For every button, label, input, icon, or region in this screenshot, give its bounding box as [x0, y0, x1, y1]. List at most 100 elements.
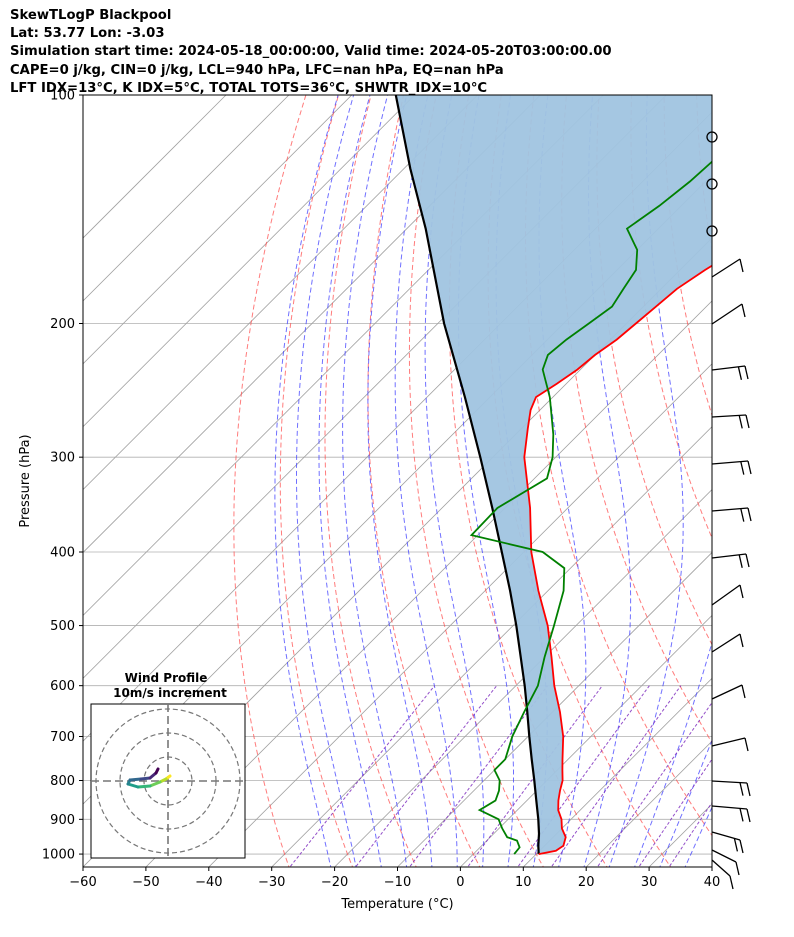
isotherm-line	[83, 95, 415, 428]
inset-title: Wind Profile	[125, 671, 208, 685]
hodograph-segment	[148, 780, 162, 788]
moist-adiabat	[274, 95, 339, 867]
y-tick-label: 200	[50, 317, 75, 332]
wind-barb-flag	[739, 633, 744, 648]
dry-adiabat	[561, 95, 712, 744]
moist-adiabat	[684, 805, 712, 867]
chart-title: SkewTLogP Blackpool	[10, 8, 172, 23]
dry-adiabat	[233, 95, 307, 867]
x-axis-label: Temperature (°C)	[340, 897, 453, 912]
wind-barb-flag	[747, 460, 752, 475]
isotherm-line	[460, 614, 712, 867]
wind-barb	[711, 460, 749, 465]
wind-barb-flag	[744, 365, 749, 380]
wind-barb-flag	[739, 584, 744, 599]
wind-barb	[711, 507, 749, 512]
hodograph-segment	[154, 767, 160, 775]
y-tick-label: 300	[50, 451, 75, 466]
isotherm-line	[271, 426, 712, 867]
y-tick-label: 800	[50, 774, 75, 789]
y-tick-label: 1000	[42, 848, 75, 863]
y-axis-label: Pressure (hPa)	[18, 434, 33, 527]
wind-barb-flag	[729, 875, 734, 890]
index-line: LFT IDX=13°C, K IDX=5°C, TOTAL TOTS=36°C…	[10, 80, 488, 96]
isotherm-line	[145, 300, 712, 867]
dry-adiabat	[448, 95, 608, 867]
wind-barb	[711, 553, 747, 559]
isotherm-line	[83, 95, 353, 365]
moist-adiabat	[458, 95, 514, 867]
temperature-line	[523, 264, 712, 855]
isotherm-line	[208, 363, 712, 867]
hodograph-segment	[136, 784, 152, 789]
mixing-ratio-line	[517, 685, 650, 867]
wind-barb-flag	[739, 258, 744, 273]
x-tick-label: 30	[641, 875, 658, 890]
moist-adiabat	[296, 95, 357, 867]
cin-fill-area	[395, 95, 712, 855]
wind-barb-flag	[744, 737, 749, 752]
mixing-ratio-line	[638, 758, 712, 867]
wind-barb-flag	[747, 507, 752, 522]
wind-profile-inset: Wind Profile 10m/s increment	[90, 671, 246, 859]
isotherm-line	[83, 95, 541, 554]
wind-barb-flag	[739, 808, 744, 822]
wind-barb-flag	[740, 508, 745, 522]
isotherm-line	[397, 551, 712, 867]
wind-barb-flag	[737, 366, 743, 380]
y-tick-label: 400	[50, 546, 75, 561]
x-tick-label: −40	[195, 875, 222, 890]
wind-barb	[711, 831, 741, 841]
wind-barb-flag	[739, 839, 744, 854]
moist-adiabat	[394, 95, 458, 867]
wind-barb-flag	[733, 838, 739, 852]
wind-barb	[711, 584, 741, 606]
chart-header: SkewTLogP Blackpool Lat: 53.77 Lon: -3.0…	[10, 7, 612, 98]
wind-barb	[711, 805, 748, 810]
wind-barbs	[706, 131, 752, 890]
moist-adiabat	[318, 95, 382, 867]
wind-barb	[711, 633, 741, 653]
dry-adiabat	[524, 95, 712, 837]
y-tick-label: 500	[50, 619, 75, 634]
x-tick-label: −10	[384, 875, 411, 890]
dewpoint-line	[469, 160, 712, 855]
x-tick-label: −50	[132, 875, 159, 890]
time-line: Simulation start time: 2024-05-18_00:00:…	[10, 44, 612, 60]
isotherm-line	[83, 95, 227, 239]
mixing-ratio-line	[550, 685, 682, 867]
dry-adiabat	[408, 95, 544, 867]
wind-barb-flag	[746, 782, 751, 797]
wind-barb-flag	[746, 808, 751, 823]
axes: −60 −50 −40 −30 −20 −10 0 10 20 30 40 1000 900 800 700…	[42, 89, 720, 891]
y-tick-label: 700	[50, 730, 75, 745]
wind-barb	[711, 303, 743, 325]
moist-adiabat	[342, 95, 408, 867]
isotherm-line	[83, 95, 478, 491]
wind-barb-flag	[740, 461, 745, 475]
moist-adiabat	[424, 95, 485, 867]
wind-barb	[711, 684, 743, 700]
wind-barb-flag	[741, 303, 746, 318]
mixing-ratio-line	[668, 801, 712, 867]
wind-barb-flag	[735, 861, 740, 876]
calm-wind-circle	[706, 225, 718, 237]
wind-barb	[711, 737, 746, 747]
dry-adiabat	[279, 95, 354, 867]
calm-wind-circle	[706, 178, 718, 190]
dry-adiabat	[729, 95, 794, 870]
x-tick-label: 0	[456, 875, 464, 890]
dry-adiabat	[663, 95, 712, 417]
hodograph-segment	[139, 776, 152, 781]
inset-subtitle: 10m/s increment	[113, 686, 227, 700]
wind-barb-flag	[741, 684, 746, 699]
x-tick-label: 10	[515, 875, 532, 890]
wind-barb-flag	[738, 415, 743, 429]
isotherm-line	[711, 866, 712, 867]
y-tick-label: 100	[50, 89, 75, 104]
y-tick-label: 900	[50, 813, 75, 828]
calm-wind-circle	[706, 131, 718, 143]
moist-adiabat	[659, 738, 712, 867]
dry-adiabat	[762, 95, 794, 870]
